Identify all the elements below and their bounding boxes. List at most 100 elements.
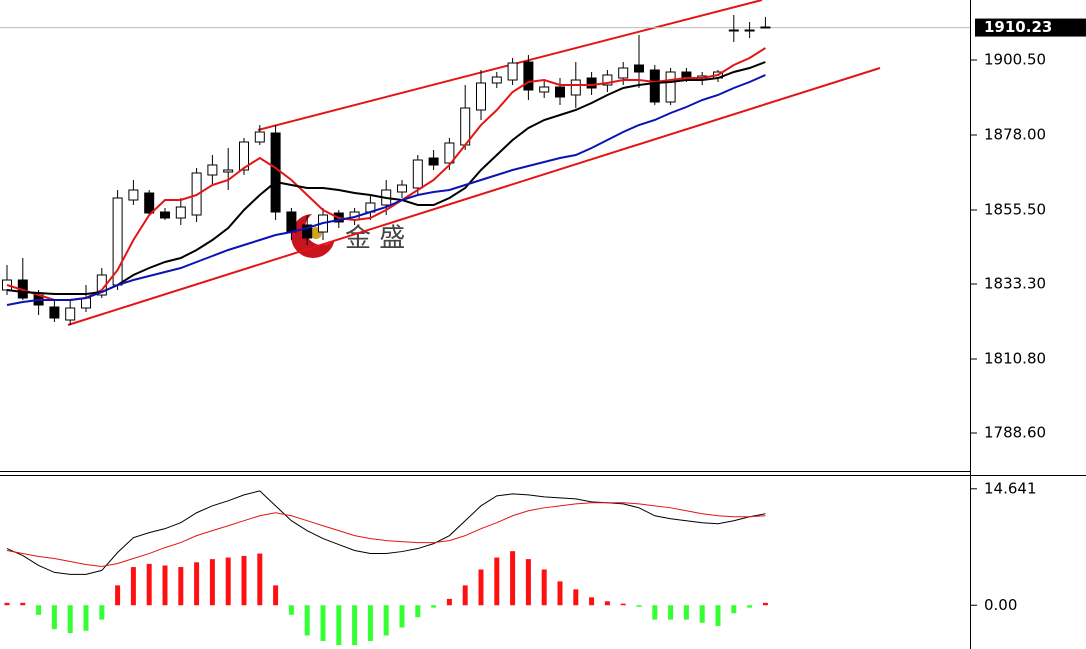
candle-body bbox=[586, 77, 597, 89]
candle-body bbox=[144, 192, 155, 214]
histogram-bar bbox=[699, 605, 705, 623]
candle-body bbox=[49, 306, 60, 319]
candle-body bbox=[602, 74, 613, 86]
histogram-bar bbox=[320, 605, 326, 642]
indicator-line bbox=[6, 47, 766, 301]
indicator-line bbox=[6, 502, 766, 567]
candle-body bbox=[744, 29, 755, 32]
histogram-bar bbox=[620, 603, 626, 606]
candle-body bbox=[128, 189, 139, 201]
histogram-bar bbox=[731, 605, 737, 614]
histogram-bar bbox=[257, 553, 263, 606]
histogram-bar bbox=[557, 581, 563, 606]
histogram-bar bbox=[352, 605, 358, 646]
indicator-line bbox=[6, 61, 766, 295]
candle-body bbox=[65, 307, 76, 321]
candle-body bbox=[539, 86, 550, 93]
histogram-bar bbox=[4, 602, 10, 606]
candle-body bbox=[81, 297, 91, 309]
y-tick-label: 0.00 bbox=[984, 596, 1017, 614]
y-tick-label: 14.641 bbox=[984, 479, 1037, 497]
histogram-bar bbox=[652, 605, 658, 620]
candle-body bbox=[760, 26, 771, 29]
histogram-bar bbox=[541, 569, 547, 606]
histogram-bar bbox=[304, 605, 310, 636]
candle-body bbox=[223, 169, 234, 173]
candle-body bbox=[523, 61, 534, 91]
candle-body bbox=[665, 71, 676, 103]
histogram-bar bbox=[194, 562, 200, 606]
last-price-box bbox=[975, 18, 1086, 37]
y-tick-label: 1833.30 bbox=[984, 275, 1046, 293]
histogram-bar bbox=[146, 563, 152, 606]
histogram-bar bbox=[162, 565, 168, 606]
histogram-bar bbox=[115, 585, 121, 606]
histogram-bar bbox=[399, 605, 405, 628]
histogram-bar bbox=[225, 557, 231, 606]
histogram-bar bbox=[573, 589, 579, 606]
histogram-bar bbox=[478, 569, 484, 606]
histogram-bar bbox=[83, 605, 89, 631]
histogram-bar bbox=[431, 605, 437, 608]
histogram-bar bbox=[494, 557, 500, 606]
y-tick-label: 1855.50 bbox=[984, 201, 1046, 219]
histogram-bar bbox=[715, 605, 721, 626]
candle-body bbox=[555, 86, 565, 98]
candle-body bbox=[207, 164, 218, 176]
last-price-label: 1910.23 bbox=[984, 18, 1052, 36]
histogram-bar bbox=[383, 605, 389, 636]
histogram-bar bbox=[510, 551, 516, 606]
candle-body bbox=[444, 142, 455, 164]
candle-body bbox=[239, 141, 249, 171]
histogram-bar bbox=[525, 559, 531, 606]
histogram-bar bbox=[67, 605, 73, 634]
y-tick-label: 1900.50 bbox=[984, 51, 1046, 69]
histogram-bar bbox=[241, 555, 247, 606]
candle-body bbox=[491, 76, 502, 84]
histogram-bar bbox=[415, 605, 421, 618]
channel-lower bbox=[67, 67, 881, 326]
histogram-bar bbox=[99, 605, 105, 620]
histogram-bar bbox=[51, 605, 57, 630]
histogram-bar bbox=[446, 598, 452, 606]
candle-body bbox=[175, 206, 186, 219]
histogram-bar bbox=[683, 605, 689, 620]
histogram-bar bbox=[367, 605, 373, 642]
histogram-bar bbox=[209, 559, 215, 606]
candle-body bbox=[618, 67, 629, 79]
candle-body bbox=[634, 64, 644, 73]
histogram-bar bbox=[20, 602, 26, 606]
candle-body bbox=[112, 197, 123, 286]
candle-body bbox=[728, 29, 739, 32]
histogram-bar bbox=[178, 567, 184, 606]
candle-body bbox=[270, 132, 281, 213]
candle-body bbox=[286, 211, 297, 233]
indicator-line bbox=[6, 490, 766, 575]
candle-body bbox=[412, 159, 423, 189]
histogram-bar bbox=[604, 601, 610, 606]
candle-body bbox=[476, 82, 486, 111]
candle-body bbox=[428, 157, 439, 166]
candle-body bbox=[302, 224, 313, 239]
histogram-bar bbox=[589, 597, 595, 606]
candle-body bbox=[570, 79, 581, 96]
candle-body bbox=[160, 211, 170, 219]
histogram-bar bbox=[747, 605, 753, 608]
histogram-bar bbox=[636, 605, 642, 607]
y-tick-label: 1788.60 bbox=[984, 424, 1046, 442]
histogram-bar bbox=[762, 602, 768, 606]
indicator-line bbox=[6, 74, 766, 306]
candle-body bbox=[507, 62, 518, 81]
histogram-bar bbox=[288, 605, 294, 615]
histogram-bar bbox=[130, 567, 136, 606]
histogram-bar bbox=[36, 605, 42, 615]
y-tick-label: 1810.80 bbox=[984, 350, 1046, 368]
histogram-bar bbox=[668, 605, 674, 620]
histogram-bar bbox=[273, 585, 279, 606]
candle-body bbox=[254, 131, 265, 143]
histogram-bar bbox=[462, 585, 468, 606]
candle-body bbox=[649, 69, 660, 103]
candle-body bbox=[397, 184, 407, 193]
